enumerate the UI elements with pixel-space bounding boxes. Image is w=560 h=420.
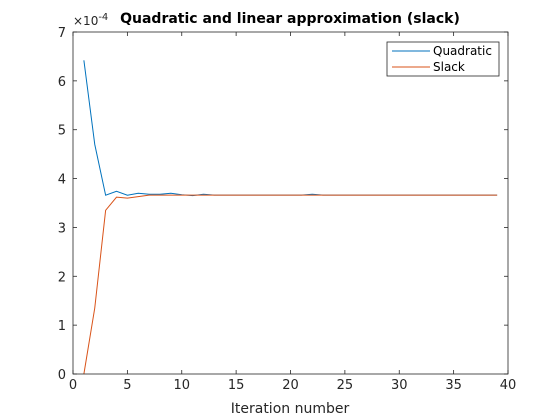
- x-axis-label: Iteration number: [231, 401, 350, 417]
- x-tick-label: 40: [500, 378, 517, 393]
- series-layer: [83, 60, 498, 375]
- y-tick-label: 7: [58, 26, 66, 41]
- y-tick-label: 6: [58, 75, 66, 90]
- y-axis-ticks: 0 1 2 3 4 5 6 7: [58, 26, 508, 383]
- legend-box: [386, 41, 500, 77]
- y-multiplier-label: ×10-4: [73, 12, 108, 28]
- x-tick-label: 20: [282, 378, 299, 393]
- y-tick-label: 5: [58, 124, 66, 139]
- y-tick-label: 2: [58, 270, 66, 285]
- x-tick-label: 15: [228, 378, 245, 393]
- x-axis-ticks: 0 5 10 15 20 25 30 35 40: [69, 32, 516, 393]
- y-tick-label: 4: [58, 173, 66, 188]
- y-tick-label: 3: [58, 221, 66, 236]
- x-tick-label: 10: [173, 378, 190, 393]
- x-tick-label: 5: [123, 378, 131, 393]
- chart-title: Quadratic and linear approximation (slac…: [120, 11, 460, 27]
- x-tick-label: 25: [337, 378, 354, 393]
- x-tick-label: 30: [391, 378, 408, 393]
- y-tick-label: 1: [58, 319, 66, 334]
- x-tick-label: 0: [69, 378, 77, 393]
- legend-label-quadratic: Quadratic: [433, 44, 492, 58]
- series-line-slack: [83, 194, 498, 375]
- legend-label-slack: Slack: [433, 60, 465, 74]
- legend: Quadratic Slack: [386, 41, 500, 77]
- y-tick-label: 0: [58, 368, 66, 383]
- y-multiplier-exponent: -4: [98, 12, 108, 23]
- x-tick-label: 35: [445, 378, 462, 393]
- plot-area: [73, 32, 508, 374]
